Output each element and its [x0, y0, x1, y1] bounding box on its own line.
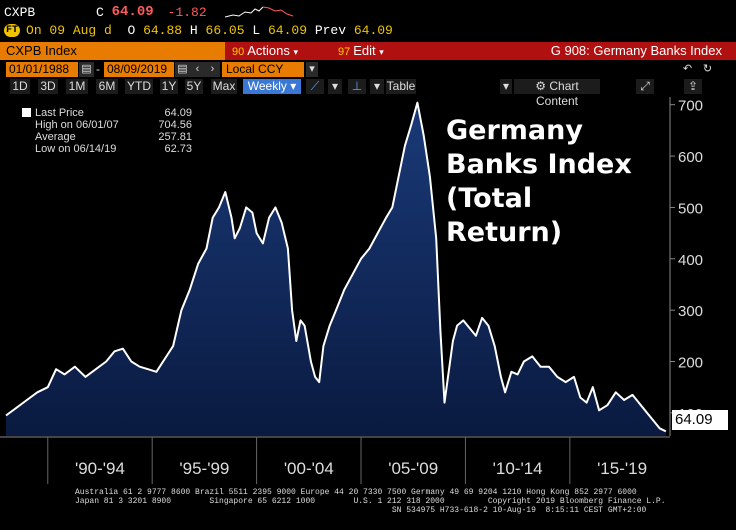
chart-legend[interactable]: Last Price 64.09 High on 06/01/07 704.56…: [22, 107, 192, 155]
calendar-icon[interactable]: ▤: [175, 62, 190, 77]
price-chart[interactable]: 100200300400500600700'90-'94'95-'99'00-'…: [0, 95, 736, 485]
period-1d-button[interactable]: 1D: [10, 79, 30, 94]
chevron-down-icon: ▾: [293, 47, 299, 57]
function-title: G 908: Germany Banks Index: [550, 43, 722, 58]
price-change: -1.82: [167, 4, 207, 20]
open-label: O: [127, 22, 136, 38]
edit-label: Edit: [353, 43, 376, 58]
x-tick-label: '90-'94: [75, 459, 125, 478]
refresh-icon[interactable]: ↻: [700, 62, 715, 77]
date-row: 01/01/1988 ▤ - 08/09/2019 ▤ ‹ › Local CC…: [0, 61, 736, 78]
edit-num: 97: [338, 46, 351, 58]
legend-label: Average: [35, 131, 76, 143]
y-tick-label: 700: [678, 98, 703, 115]
currency-label: Local CCY: [226, 62, 284, 76]
chart-content-label: Chart Content: [535, 79, 579, 108]
y-tick-label: 300: [678, 303, 703, 320]
line-chart-icon[interactable]: ⟋: [306, 79, 324, 94]
toolbar: 1D 3D 1M 6M YTD 1Y 5Y Max Weekly ▾ ⟋ ▾ ⊥…: [0, 78, 736, 108]
series-area: [6, 102, 666, 436]
draw-tools-icon[interactable]: ⊥: [348, 79, 366, 94]
security-field[interactable]: CXPB Index: [0, 42, 225, 60]
zoom-icon[interactable]: ⤢: [636, 79, 654, 94]
quote-bar: CXPB C 64.09 -1.82 FT On 09 Aug d O 64.8…: [0, 0, 736, 41]
y-tick-label: 500: [678, 200, 703, 217]
period-3d-button[interactable]: 3D: [38, 79, 58, 94]
prev-label: Prev: [314, 22, 347, 38]
y-tick-label: 400: [678, 252, 703, 269]
chevron-down-icon[interactable]: ▾: [306, 62, 318, 77]
menu-bar: CXPB Index 90 Actions ▾ 97 Edit ▾ G 908: G…: [0, 42, 736, 60]
high-label: H: [189, 22, 198, 38]
prev-value: 64.09: [353, 22, 393, 38]
high-value: 66.05: [205, 22, 245, 38]
chevron-down-icon[interactable]: ▾: [370, 79, 384, 94]
end-date-field[interactable]: 08/09/2019: [104, 62, 174, 77]
period-5y-button[interactable]: 5Y: [185, 79, 203, 94]
chart-annotation: Germany Banks Index (Total Return): [446, 115, 632, 248]
undo-icon[interactable]: ↶: [680, 62, 695, 77]
footer: Australia 61 2 9777 8600 Brazil 5511 239…: [0, 486, 736, 530]
series-swatch: [22, 108, 31, 117]
legend-value: 704.56: [158, 119, 192, 131]
chevron-down-icon[interactable]: ▾: [500, 79, 512, 94]
currency-select[interactable]: Local CCY: [222, 62, 304, 77]
footer-line: Japan 81 3 3201 8900 Singapore 65 6212 1…: [75, 497, 666, 506]
chevron-down-icon[interactable]: ▾: [328, 79, 342, 94]
calendar-icon[interactable]: ▤: [79, 62, 94, 77]
x-tick-label: '10-'14: [493, 459, 543, 478]
y-tick-label: 200: [678, 355, 703, 372]
x-tick-label: '00-'04: [284, 459, 334, 478]
period-1m-button[interactable]: 1M: [66, 79, 88, 94]
period-ytd-button[interactable]: YTD: [125, 79, 153, 94]
edit-menu-button[interactable]: 97 Edit ▾: [338, 42, 384, 60]
date-separator: -: [96, 62, 100, 76]
legend-row: Last Price 64.09: [22, 107, 192, 119]
ticker-symbol[interactable]: CXPB: [4, 4, 36, 20]
close-label: C: [96, 4, 104, 20]
start-date-field[interactable]: 01/01/1988: [6, 62, 78, 77]
last-price: 64.09: [111, 4, 154, 20]
x-tick-label: '05-'09: [388, 459, 438, 478]
legend-value: 64.09: [164, 107, 192, 119]
low-label: L: [252, 22, 261, 38]
last-price-label: 64.09: [672, 410, 728, 430]
x-tick-label: '95-'99: [179, 459, 229, 478]
legend-value: 62.73: [164, 143, 192, 155]
period-6m-button[interactable]: 6M: [96, 79, 118, 94]
legend-row: Average 257.81: [22, 131, 192, 143]
frequency-select[interactable]: Weekly ▾: [243, 79, 301, 94]
y-tick-label: 600: [678, 149, 703, 166]
legend-value: 257.81: [158, 131, 192, 143]
footer-line: Australia 61 2 9777 8600 Brazil 5511 239…: [75, 488, 637, 497]
x-tick-label: '15-'19: [597, 459, 647, 478]
actions-menu-button[interactable]: 90 Actions ▾: [232, 42, 298, 60]
actions-num: 90: [232, 46, 245, 58]
legend-row: High on 06/01/07 704.56: [22, 119, 192, 131]
ft-badge-icon[interactable]: FT: [4, 23, 21, 37]
chevron-down-icon: ▾: [379, 47, 384, 57]
footer-line: SN 534975 H733-618-2 10-Aug-19 8:15:11 C…: [75, 506, 647, 515]
frequency-label: Weekly: [247, 79, 287, 93]
actions-label: Actions: [247, 43, 290, 58]
chart-content-button[interactable]: ⚙ Chart Content: [514, 79, 600, 108]
legend-label: Low on 06/14/19: [35, 143, 117, 155]
quote-date: On 09 Aug d: [26, 22, 112, 38]
legend-row: Low on 06/14/19 62.73: [22, 143, 192, 155]
next-period-icon[interactable]: ›: [205, 62, 220, 77]
settings-icon: ⚙: [535, 79, 550, 93]
series-line: [5, 101, 667, 433]
legend-label: Last Price: [35, 107, 84, 119]
share-icon[interactable]: ⇪: [684, 79, 702, 94]
period-1y-button[interactable]: 1Y: [160, 79, 178, 94]
prev-period-icon[interactable]: ‹: [190, 62, 205, 77]
open-value: 64.88: [143, 22, 183, 38]
period-max-button[interactable]: Max: [211, 79, 237, 94]
low-value: 64.09: [267, 22, 307, 38]
table-button[interactable]: Table: [386, 79, 416, 94]
legend-label: High on 06/01/07: [35, 119, 119, 131]
chevron-down-icon: ▾: [290, 79, 297, 93]
sparkline-icon: [224, 6, 293, 18]
